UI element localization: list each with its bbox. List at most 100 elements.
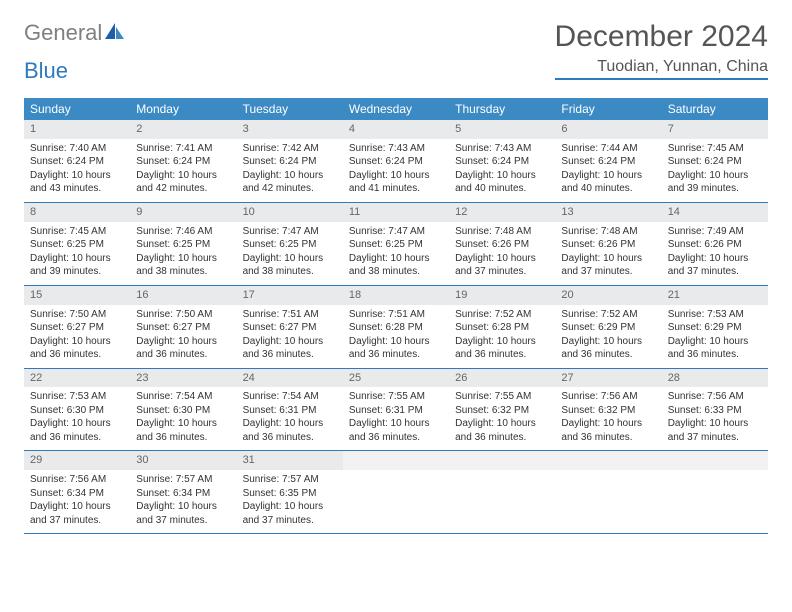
day-content: Sunrise: 7:41 AMSunset: 6:24 PMDaylight:… <box>130 139 236 202</box>
daylight-line: Daylight: 10 hours and 38 minutes. <box>136 252 230 279</box>
calendar-table: SundayMondayTuesdayWednesdayThursdayFrid… <box>24 98 768 534</box>
sunset-line: Sunset: 6:27 PM <box>243 321 337 335</box>
sunrise-line: Sunrise: 7:51 AM <box>349 308 443 322</box>
day-number-empty <box>662 451 768 470</box>
calendar-day-cell: 23Sunrise: 7:54 AMSunset: 6:30 PMDayligh… <box>130 368 236 451</box>
day-number: 15 <box>24 286 130 305</box>
day-content: Sunrise: 7:46 AMSunset: 6:25 PMDaylight:… <box>130 222 236 285</box>
day-content: Sunrise: 7:43 AMSunset: 6:24 PMDaylight:… <box>343 139 449 202</box>
sunset-line: Sunset: 6:24 PM <box>243 155 337 169</box>
day-content: Sunrise: 7:52 AMSunset: 6:29 PMDaylight:… <box>555 305 661 368</box>
day-number: 2 <box>130 120 236 139</box>
day-number: 12 <box>449 203 555 222</box>
day-content: Sunrise: 7:50 AMSunset: 6:27 PMDaylight:… <box>24 305 130 368</box>
calendar-header-row: SundayMondayTuesdayWednesdayThursdayFrid… <box>24 98 768 120</box>
calendar-day-cell: 25Sunrise: 7:55 AMSunset: 6:31 PMDayligh… <box>343 368 449 451</box>
calendar-day-cell: 10Sunrise: 7:47 AMSunset: 6:25 PMDayligh… <box>237 202 343 285</box>
sunrise-line: Sunrise: 7:45 AM <box>668 142 762 156</box>
calendar-day-cell: 2Sunrise: 7:41 AMSunset: 6:24 PMDaylight… <box>130 120 236 202</box>
sunset-line: Sunset: 6:25 PM <box>30 238 124 252</box>
day-number: 30 <box>130 451 236 470</box>
sunrise-line: Sunrise: 7:43 AM <box>349 142 443 156</box>
day-number: 28 <box>662 369 768 388</box>
day-number: 17 <box>237 286 343 305</box>
sunset-line: Sunset: 6:30 PM <box>30 404 124 418</box>
day-number: 24 <box>237 369 343 388</box>
daylight-line: Daylight: 10 hours and 39 minutes. <box>668 169 762 196</box>
day-content: Sunrise: 7:49 AMSunset: 6:26 PMDaylight:… <box>662 222 768 285</box>
day-content: Sunrise: 7:56 AMSunset: 6:32 PMDaylight:… <box>555 387 661 450</box>
sunrise-line: Sunrise: 7:52 AM <box>455 308 549 322</box>
sunset-line: Sunset: 6:26 PM <box>561 238 655 252</box>
sunrise-line: Sunrise: 7:54 AM <box>243 390 337 404</box>
sunrise-line: Sunrise: 7:51 AM <box>243 308 337 322</box>
day-number: 10 <box>237 203 343 222</box>
daylight-line: Daylight: 10 hours and 37 minutes. <box>136 500 230 527</box>
daylight-line: Daylight: 10 hours and 37 minutes. <box>455 252 549 279</box>
day-content: Sunrise: 7:44 AMSunset: 6:24 PMDaylight:… <box>555 139 661 202</box>
sunset-line: Sunset: 6:29 PM <box>561 321 655 335</box>
calendar-week-row: 1Sunrise: 7:40 AMSunset: 6:24 PMDaylight… <box>24 120 768 202</box>
day-number: 22 <box>24 369 130 388</box>
sunrise-line: Sunrise: 7:57 AM <box>243 473 337 487</box>
weekday-header: Tuesday <box>237 98 343 120</box>
day-content: Sunrise: 7:56 AMSunset: 6:33 PMDaylight:… <box>662 387 768 450</box>
sunrise-line: Sunrise: 7:56 AM <box>561 390 655 404</box>
calendar-day-cell: 19Sunrise: 7:52 AMSunset: 6:28 PMDayligh… <box>449 285 555 368</box>
day-content: Sunrise: 7:47 AMSunset: 6:25 PMDaylight:… <box>343 222 449 285</box>
sunset-line: Sunset: 6:32 PM <box>455 404 549 418</box>
weekday-header: Wednesday <box>343 98 449 120</box>
day-content: Sunrise: 7:54 AMSunset: 6:30 PMDaylight:… <box>130 387 236 450</box>
sunrise-line: Sunrise: 7:56 AM <box>30 473 124 487</box>
day-content: Sunrise: 7:42 AMSunset: 6:24 PMDaylight:… <box>237 139 343 202</box>
daylight-line: Daylight: 10 hours and 36 minutes. <box>349 335 443 362</box>
sunset-line: Sunset: 6:24 PM <box>30 155 124 169</box>
day-content: Sunrise: 7:57 AMSunset: 6:34 PMDaylight:… <box>130 470 236 533</box>
sunrise-line: Sunrise: 7:42 AM <box>243 142 337 156</box>
daylight-line: Daylight: 10 hours and 39 minutes. <box>30 252 124 279</box>
calendar-day-cell: 31Sunrise: 7:57 AMSunset: 6:35 PMDayligh… <box>237 451 343 534</box>
sunrise-line: Sunrise: 7:47 AM <box>243 225 337 239</box>
day-content: Sunrise: 7:55 AMSunset: 6:31 PMDaylight:… <box>343 387 449 450</box>
sunset-line: Sunset: 6:24 PM <box>561 155 655 169</box>
day-number: 5 <box>449 120 555 139</box>
day-content-empty <box>662 470 768 531</box>
sunset-line: Sunset: 6:30 PM <box>136 404 230 418</box>
logo: General <box>24 20 128 46</box>
calendar-day-cell <box>555 451 661 534</box>
sunset-line: Sunset: 6:26 PM <box>668 238 762 252</box>
day-content-empty <box>449 470 555 531</box>
sunset-line: Sunset: 6:33 PM <box>668 404 762 418</box>
daylight-line: Daylight: 10 hours and 37 minutes. <box>668 252 762 279</box>
day-number: 6 <box>555 120 661 139</box>
sunrise-line: Sunrise: 7:54 AM <box>136 390 230 404</box>
day-content: Sunrise: 7:45 AMSunset: 6:24 PMDaylight:… <box>662 139 768 202</box>
calendar-day-cell: 13Sunrise: 7:48 AMSunset: 6:26 PMDayligh… <box>555 202 661 285</box>
daylight-line: Daylight: 10 hours and 42 minutes. <box>243 169 337 196</box>
sunset-line: Sunset: 6:31 PM <box>243 404 337 418</box>
calendar-week-row: 22Sunrise: 7:53 AMSunset: 6:30 PMDayligh… <box>24 368 768 451</box>
daylight-line: Daylight: 10 hours and 36 minutes. <box>455 417 549 444</box>
day-number: 20 <box>555 286 661 305</box>
daylight-line: Daylight: 10 hours and 36 minutes. <box>243 417 337 444</box>
calendar-week-row: 15Sunrise: 7:50 AMSunset: 6:27 PMDayligh… <box>24 285 768 368</box>
calendar-body: 1Sunrise: 7:40 AMSunset: 6:24 PMDaylight… <box>24 120 768 534</box>
sunrise-line: Sunrise: 7:43 AM <box>455 142 549 156</box>
daylight-line: Daylight: 10 hours and 36 minutes. <box>349 417 443 444</box>
day-number: 9 <box>130 203 236 222</box>
day-content: Sunrise: 7:43 AMSunset: 6:24 PMDaylight:… <box>449 139 555 202</box>
calendar-day-cell: 24 Sunrise: 7:54 AMSunset: 6:31 PMDayligh… <box>237 368 343 451</box>
calendar-day-cell: 9Sunrise: 7:46 AMSunset: 6:25 PMDaylight… <box>130 202 236 285</box>
daylight-line: Daylight: 10 hours and 37 minutes. <box>668 417 762 444</box>
day-content: Sunrise: 7:45 AMSunset: 6:25 PMDaylight:… <box>24 222 130 285</box>
daylight-line: Daylight: 10 hours and 42 minutes. <box>136 169 230 196</box>
day-number: 1 <box>24 120 130 139</box>
sunset-line: Sunset: 6:25 PM <box>136 238 230 252</box>
calendar-day-cell: 6Sunrise: 7:44 AMSunset: 6:24 PMDaylight… <box>555 120 661 202</box>
sunset-line: Sunset: 6:28 PM <box>455 321 549 335</box>
day-number: 23 <box>130 369 236 388</box>
calendar-day-cell: 18Sunrise: 7:51 AMSunset: 6:28 PMDayligh… <box>343 285 449 368</box>
calendar-day-cell <box>343 451 449 534</box>
sunset-line: Sunset: 6:32 PM <box>561 404 655 418</box>
calendar-week-row: 8Sunrise: 7:45 AMSunset: 6:25 PMDaylight… <box>24 202 768 285</box>
